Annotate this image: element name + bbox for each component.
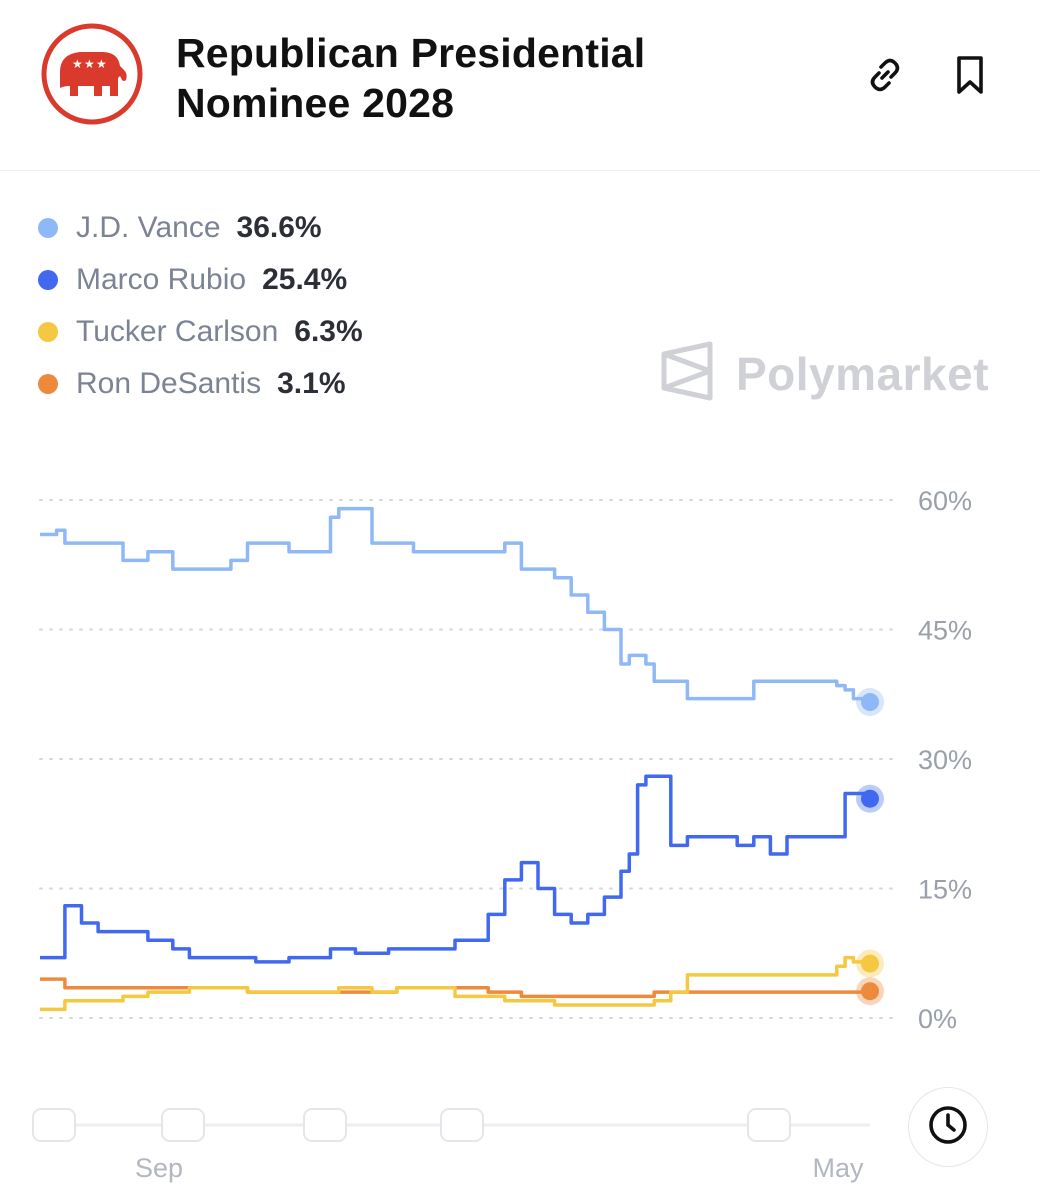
- y-tick-label: 15%: [918, 875, 972, 905]
- y-tick-label: 45%: [918, 616, 972, 646]
- link-icon[interactable]: [860, 50, 910, 100]
- legend-item-desantis: Ron DeSantis 3.1%: [38, 358, 363, 410]
- y-tick-label: 60%: [918, 486, 972, 516]
- bookmark-icon[interactable]: [945, 50, 995, 100]
- timeline-handle: [747, 1108, 791, 1142]
- legend-value: 36.6%: [236, 211, 322, 244]
- series-line-tucker-carlson: [40, 955, 872, 1012]
- legend-name: Tucker Carlson: [76, 315, 279, 348]
- timeline-handle: [32, 1108, 76, 1142]
- legend-value: 3.1%: [277, 367, 346, 400]
- price-history-chart: 60% 45% 30% 15% 0%: [39, 486, 972, 1034]
- legend-item-carlson: Tucker Carlson 6.3%: [38, 306, 363, 358]
- timeline-handle: [303, 1108, 347, 1142]
- series-line-j-d-vance: [40, 506, 872, 703]
- legend-value: 6.3%: [294, 315, 363, 348]
- polymarket-watermark: Polymarket: [660, 340, 989, 407]
- y-tick-label: 30%: [918, 745, 972, 775]
- timeline-label-sep: Sep: [135, 1153, 183, 1183]
- end-marker-j-d-vance: [861, 693, 879, 712]
- y-tick-label: 0%: [918, 1004, 957, 1034]
- end-marker-marco-rubio: [861, 789, 879, 808]
- legend-dot: [38, 374, 58, 394]
- watermark-text: Polymarket: [736, 347, 990, 400]
- legend-dot: [38, 270, 58, 290]
- legend-dot: [38, 218, 58, 238]
- polymarket-logo-icon: [660, 340, 714, 407]
- legend-name: J.D. Vance: [76, 211, 221, 244]
- market-title: Republican Presidential Nominee 2028: [176, 30, 646, 126]
- clock-icon: [926, 1103, 970, 1152]
- end-marker-ron-desantis: [861, 982, 879, 1001]
- market-header: ★ ★ ★ Republican Presidential Nominee 20…: [0, 0, 1040, 171]
- timeline-range-slider[interactable]: Sep May: [0, 1095, 900, 1200]
- republican-elephant-logo: ★ ★ ★: [40, 22, 144, 126]
- legend-dot: [38, 322, 58, 342]
- chart-legend: J.D. Vance 36.6% Marco Rubio 25.4% Tucke…: [38, 202, 363, 410]
- history-button[interactable]: [908, 1087, 988, 1167]
- legend-item-rubio: Marco Rubio 25.4%: [38, 254, 363, 306]
- svg-text:★: ★: [84, 57, 95, 71]
- timeline-label-may: May: [812, 1153, 864, 1183]
- series-line-marco-rubio: [40, 774, 872, 964]
- legend-name: Marco Rubio: [76, 263, 247, 296]
- svg-text:★: ★: [96, 57, 107, 71]
- svg-text:★: ★: [72, 57, 83, 71]
- timeline-handle: [440, 1108, 484, 1142]
- legend-name: Ron DeSantis: [76, 367, 262, 400]
- timeline-handle: [161, 1108, 205, 1142]
- legend-item-vance: J.D. Vance 36.6%: [38, 202, 363, 254]
- legend-value: 25.4%: [262, 263, 348, 296]
- end-marker-tucker-carlson: [861, 954, 879, 973]
